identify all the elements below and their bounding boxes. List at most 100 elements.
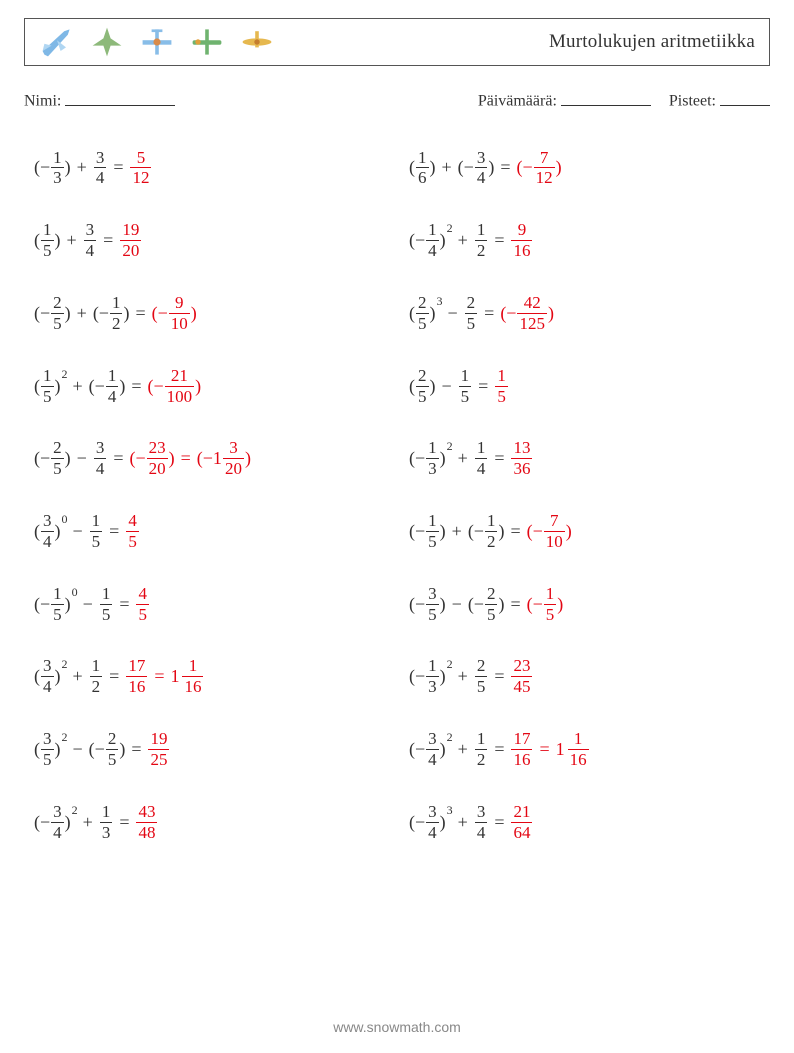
- text-token: ): [430, 157, 436, 178]
- text-token: ): [55, 521, 61, 542]
- fraction: 15: [51, 585, 64, 624]
- fraction: 13: [100, 803, 113, 842]
- text-token: ): [556, 157, 562, 178]
- exponent: 3: [447, 803, 453, 818]
- text-token: (−: [468, 594, 484, 615]
- exponent: 2: [447, 221, 453, 236]
- fraction: 16: [416, 149, 429, 188]
- text-token: (−: [34, 594, 50, 615]
- text-token: ): [440, 666, 446, 687]
- text-token: (: [409, 157, 415, 178]
- fraction: 712: [534, 149, 555, 188]
- fraction: 45: [136, 585, 149, 624]
- plane-icon-4: [189, 24, 225, 60]
- operator: +: [83, 812, 93, 833]
- fraction: 15: [100, 585, 113, 624]
- text-token: 1: [556, 739, 565, 760]
- equals: =: [494, 666, 504, 687]
- fraction: 25: [51, 439, 64, 478]
- operator: −: [73, 521, 83, 542]
- exponent: 2: [447, 730, 453, 745]
- exponent: 2: [72, 803, 78, 818]
- text-token: ): [123, 303, 129, 324]
- fraction: 15: [90, 512, 103, 551]
- fraction: 25: [51, 294, 64, 333]
- equals: =: [510, 594, 520, 615]
- text-token: (−: [89, 739, 105, 760]
- problem-row: (−34)2+12=1716=1116: [409, 730, 760, 769]
- exponent: 2: [62, 657, 68, 672]
- problem-row: (−34)3+34=2164: [409, 803, 760, 842]
- equals: =: [119, 594, 129, 615]
- operator: +: [73, 666, 83, 687]
- text-token: (−: [516, 157, 532, 178]
- text-token: ): [440, 448, 446, 469]
- plane-icon-3: [139, 24, 175, 60]
- problem-row: (16)+(−34)=(−712): [409, 149, 760, 188]
- fraction: 25: [416, 367, 429, 406]
- fraction: 910: [169, 294, 190, 333]
- text-token: (−: [34, 157, 50, 178]
- fraction: 34: [475, 149, 488, 188]
- text-token: (: [34, 739, 40, 760]
- date-label: Päivämäärä:: [478, 93, 557, 110]
- problem-row: (−35)−(−25)=(−15): [409, 585, 760, 624]
- fraction: 1920: [120, 221, 141, 260]
- text-token: (: [34, 230, 40, 251]
- equals: =: [154, 666, 164, 687]
- text-token: (−: [34, 812, 50, 833]
- text-token: (: [34, 666, 40, 687]
- fraction: 34: [41, 512, 54, 551]
- equals: =: [131, 376, 141, 397]
- operator: +: [458, 812, 468, 833]
- fraction: 34: [426, 730, 439, 769]
- name-label: Nimi:: [24, 93, 61, 110]
- fraction: 45: [126, 512, 139, 551]
- fraction: 14: [475, 439, 488, 478]
- fraction: 14: [106, 367, 119, 406]
- operator: +: [458, 448, 468, 469]
- fraction: 13: [426, 439, 439, 478]
- text-token: 1: [170, 666, 179, 687]
- text-token: (−: [129, 448, 145, 469]
- operator: −: [77, 448, 87, 469]
- text-token: (−: [152, 303, 168, 324]
- problem-row: (−34)2+13=4348: [34, 803, 385, 842]
- fraction: 4348: [136, 803, 157, 842]
- fraction: 15: [426, 512, 439, 551]
- name-blank[interactable]: [65, 88, 175, 106]
- fraction: 15: [495, 367, 508, 406]
- fraction: 1716: [511, 730, 532, 769]
- equals: =: [113, 157, 123, 178]
- operator: −: [448, 303, 458, 324]
- date-blank[interactable]: [561, 88, 651, 106]
- score-blank[interactable]: [720, 88, 770, 106]
- fraction: 34: [475, 803, 488, 842]
- fraction: 2164: [511, 803, 532, 842]
- exponent: 0: [72, 585, 78, 600]
- fraction: 320: [223, 439, 244, 478]
- text-token: (: [409, 303, 415, 324]
- text-token: (−: [527, 521, 543, 542]
- footer-text: www.snowmath.com: [0, 1019, 794, 1035]
- fraction: 25: [485, 585, 498, 624]
- problem-row: (−14)2+12=916: [409, 221, 760, 260]
- text-token: ): [65, 594, 71, 615]
- equals: =: [109, 666, 119, 687]
- text-token: (−: [500, 303, 516, 324]
- operator: +: [458, 739, 468, 760]
- text-token: ): [55, 739, 61, 760]
- operator: +: [452, 521, 462, 542]
- text-token: ): [566, 521, 572, 542]
- fraction: 34: [84, 221, 97, 260]
- text-token: ): [245, 448, 251, 469]
- equals: =: [494, 812, 504, 833]
- problem-row: (34)0−15=45: [34, 512, 385, 551]
- problem-row: (−15)+(−12)=(−710): [409, 512, 760, 551]
- fraction: 15: [459, 367, 472, 406]
- fraction: 13: [426, 657, 439, 696]
- text-token: ): [55, 666, 61, 687]
- score-label: Pisteet:: [669, 93, 716, 110]
- fraction: 35: [41, 730, 54, 769]
- operator: −: [73, 739, 83, 760]
